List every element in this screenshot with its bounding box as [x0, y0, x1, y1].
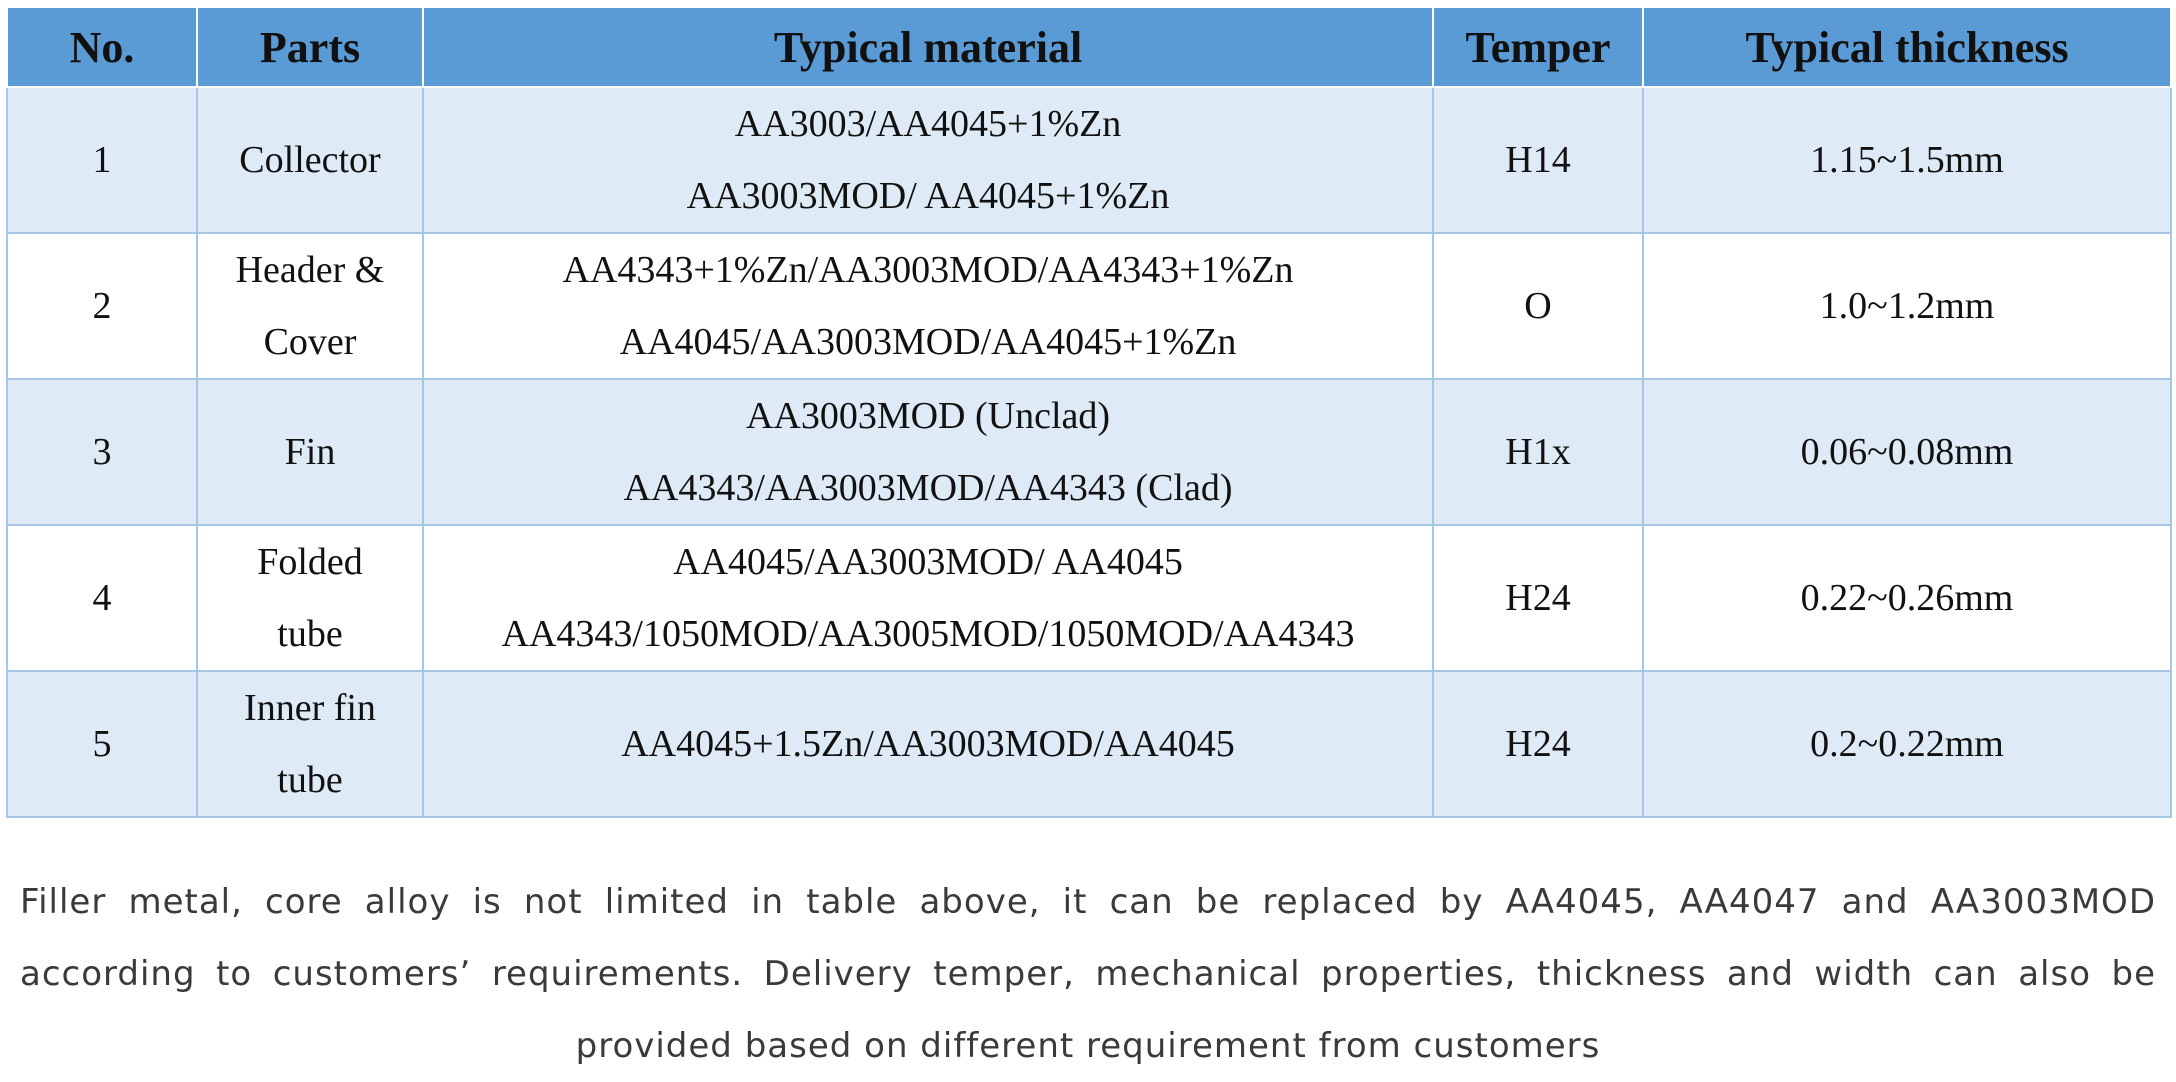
- footnote-text: Filler metal, core alloy is not limited …: [20, 882, 2156, 1066]
- header-temper: Temper: [1432, 6, 1644, 88]
- cell-temper: H24: [1432, 670, 1644, 818]
- cell-thickness: 0.2~0.22mm: [1642, 670, 2172, 818]
- material-line: AA4045+1.5Zn/AA3003MOD/AA4045: [621, 723, 1235, 765]
- parts-line: Collector: [239, 139, 381, 181]
- parts-line: Fin: [284, 431, 336, 473]
- cell-thickness: 0.22~0.26mm: [1642, 524, 2172, 672]
- cell-thickness: 1.15~1.5mm: [1642, 86, 2172, 234]
- material-line: AA4343+1%Zn/AA3003MOD/AA4343+1%Zn: [562, 249, 1294, 291]
- cell-no: 4: [6, 524, 198, 672]
- parts-line: Header &: [235, 249, 385, 291]
- material-line: AA4045/AA3003MOD/ AA4045: [673, 541, 1183, 583]
- cell-temper: H1x: [1432, 378, 1644, 526]
- cell-material: AA3003MOD (Unclad) AA4343/AA3003MOD/AA43…: [422, 378, 1434, 526]
- parts-line: Cover: [263, 321, 357, 363]
- cell-material: AA3003/AA4045+1%Zn AA3003MOD/ AA4045+1%Z…: [422, 86, 1434, 234]
- cell-temper: H24: [1432, 524, 1644, 672]
- table-row: 5 Inner fin tube AA4045+1.5Zn/AA3003MOD/…: [6, 670, 2172, 818]
- parts-line: tube: [277, 613, 343, 655]
- cell-thickness: 1.0~1.2mm: [1642, 232, 2172, 380]
- cell-no: 1: [6, 86, 198, 234]
- parts-line: tube: [277, 759, 343, 801]
- header-parts: Parts: [196, 6, 424, 88]
- cell-temper: H14: [1432, 86, 1644, 234]
- header-no: No.: [6, 6, 198, 88]
- cell-thickness: 0.06~0.08mm: [1642, 378, 2172, 526]
- material-spec-table: No. Parts Typical material Temper Typica…: [6, 6, 2172, 818]
- cell-parts: Collector: [196, 86, 424, 234]
- material-line: AA3003MOD (Unclad): [745, 395, 1111, 437]
- cell-no: 5: [6, 670, 198, 818]
- table-row: 1 Collector AA3003/AA4045+1%Zn AA3003MOD…: [6, 86, 2172, 234]
- cell-parts: Folded tube: [196, 524, 424, 672]
- cell-no: 2: [6, 232, 198, 380]
- table-row: 3 Fin AA3003MOD (Unclad) AA4343/AA3003MO…: [6, 378, 2172, 526]
- table-row: 2 Header & Cover AA4343+1%Zn/AA3003MOD/A…: [6, 232, 2172, 380]
- cell-temper: O: [1432, 232, 1644, 380]
- header-typical-material: Typical material: [422, 6, 1434, 88]
- cell-no: 3: [6, 378, 198, 526]
- table-header-row: No. Parts Typical material Temper Typica…: [6, 6, 2172, 88]
- cell-parts: Header & Cover: [196, 232, 424, 380]
- material-line: AA4343/AA3003MOD/AA4343 (Clad): [623, 467, 1233, 509]
- material-line: AA4343/1050MOD/AA3005MOD/1050MOD/AA4343: [501, 613, 1355, 655]
- cell-material: AA4045/AA3003MOD/ AA4045 AA4343/1050MOD/…: [422, 524, 1434, 672]
- parts-line: Inner fin: [244, 687, 376, 729]
- cell-material: AA4045+1.5Zn/AA3003MOD/AA4045: [422, 670, 1434, 818]
- header-typical-thickness: Typical thickness: [1642, 6, 2172, 88]
- material-line: AA4045/AA3003MOD/AA4045+1%Zn: [619, 321, 1237, 363]
- spec-table-container: No. Parts Typical material Temper Typica…: [6, 6, 2172, 818]
- cell-material: AA4343+1%Zn/AA3003MOD/AA4343+1%Zn AA4045…: [422, 232, 1434, 380]
- parts-line: Folded: [257, 541, 363, 583]
- material-line: AA3003MOD/ AA4045+1%Zn: [686, 175, 1170, 217]
- table-row: 4 Folded tube AA4045/AA3003MOD/ AA4045 A…: [6, 524, 2172, 672]
- cell-parts: Inner fin tube: [196, 670, 424, 818]
- material-line: AA3003/AA4045+1%Zn: [734, 103, 1122, 145]
- cell-parts: Fin: [196, 378, 424, 526]
